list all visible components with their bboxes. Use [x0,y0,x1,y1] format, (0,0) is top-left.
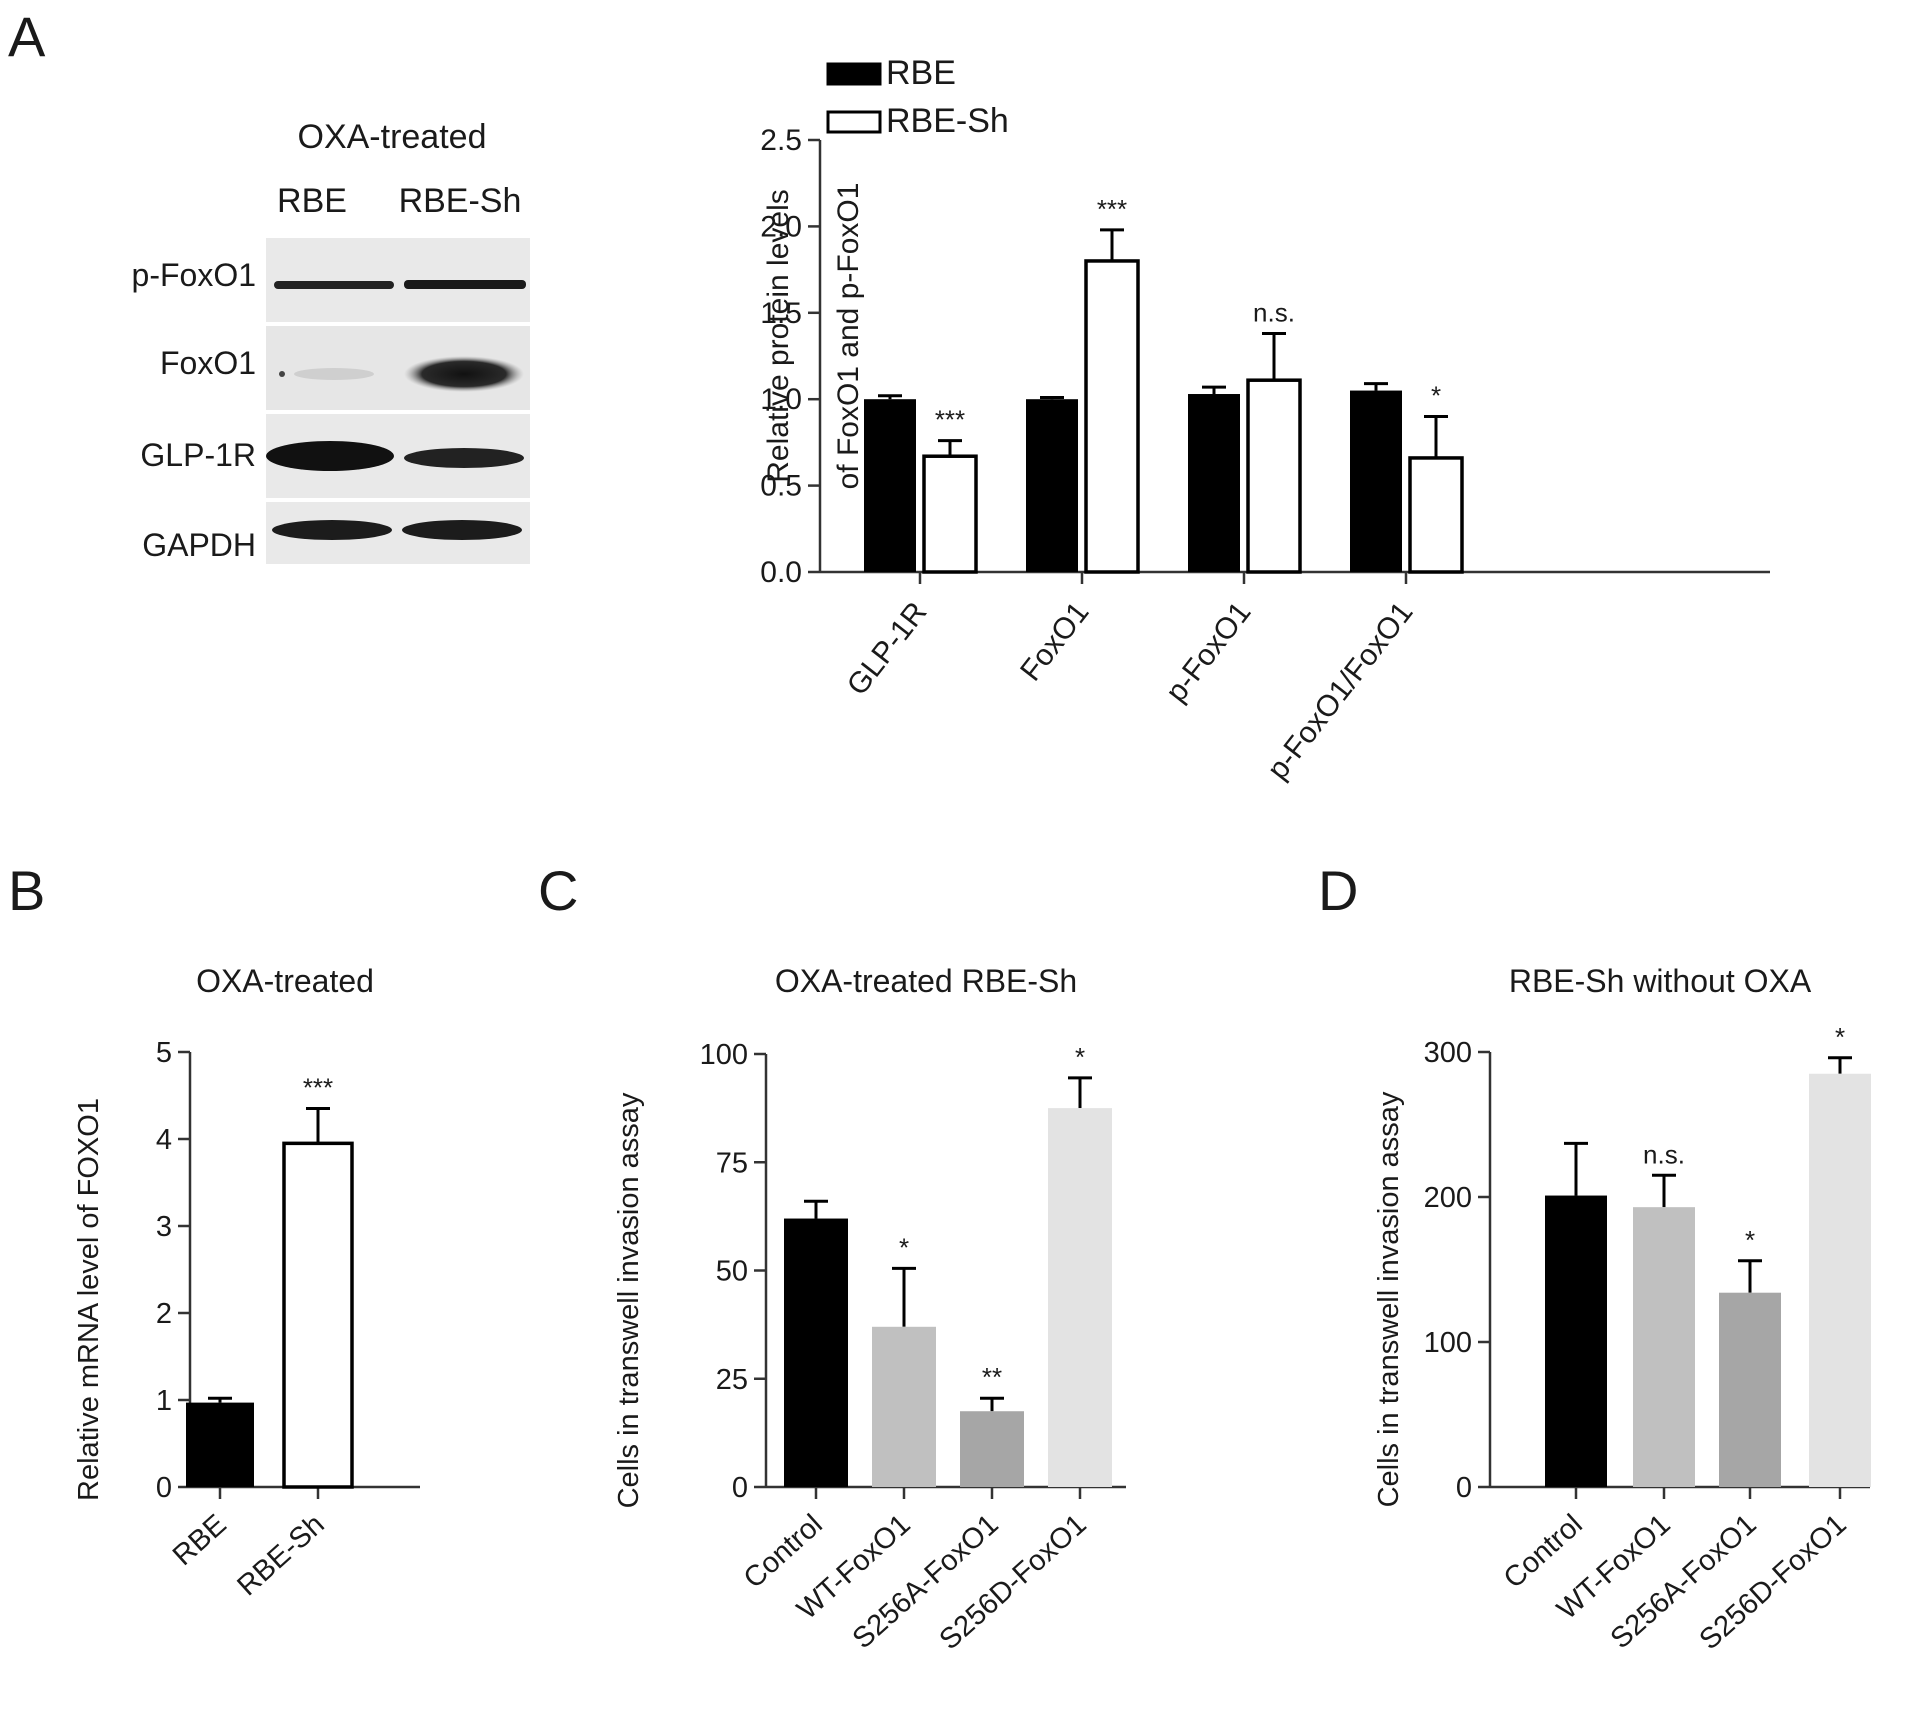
legend-label: RBE [886,54,956,92]
bar [1084,259,1140,574]
y-tick-label: 0 [732,1472,748,1504]
x-tick-label: RBE [167,1508,233,1572]
y-tick-label: 5 [156,1037,172,1069]
significance-marker: * [1431,380,1441,410]
x-tick-label: RBE-Sh [231,1508,330,1602]
y-tick-label: 2.0 [760,210,802,243]
blot-band [402,520,522,540]
bar [282,1141,354,1489]
chart-title: OXA-treated RBE-Sh [775,963,1077,999]
chart-title: RBE-Sh without OXA [1509,963,1812,999]
legend-swatch [826,62,882,86]
panel-label-b: B [8,859,46,922]
y-tick-label: 75 [716,1147,748,1179]
blot-band [404,280,526,289]
x-tick-label: p-FoxO1/FoxO1 [1261,596,1419,786]
y-axis-label: Relative mRNA level of FOXO1 [73,1098,105,1501]
significance-marker: *** [303,1073,333,1103]
y-tick-label: 1.5 [760,297,802,330]
bar [784,1218,848,1487]
significance-marker: n.s. [1253,298,1295,328]
panel-label-c: C [538,859,579,922]
y-tick-label: 2 [156,1298,172,1330]
western-blot: OXA-treated RBE RBE-Sh p-FoxO1 FoxO1 GLP… [132,118,530,564]
y-tick-label: 200 [1424,1182,1472,1214]
y-tick-label: 300 [1424,1037,1472,1069]
blot-band [274,281,394,289]
blot-band [272,520,392,540]
chart-a-protein-levels: 0.0 0.5 1.0 1.5 2.0 2.5 Relative protein level… [760,54,1770,786]
chart-b-mrna-level: OXA-treated 0 1 2 3 4 5 Relative mRNA level of … [73,963,420,1602]
bar [1408,456,1464,574]
bar [1633,1207,1695,1487]
y-tick-label: 0 [1456,1472,1472,1504]
blot-row-label-foxo1: FoxO1 [160,345,256,381]
y-tick-label: 3 [156,1211,172,1243]
y-tick-label: 50 [716,1256,748,1288]
y-axis-label: of FoxO1 and p-FoxO1 [832,183,865,490]
y-tick-label: 1.0 [760,383,802,416]
blot-speck [279,371,285,377]
y-tick-label: 100 [700,1039,748,1071]
y-tick-label: 4 [156,1124,172,1156]
bar [1188,394,1240,572]
bar [922,454,978,574]
y-tick-label: 25 [716,1364,748,1396]
bar [1719,1292,1781,1487]
bar [186,1402,254,1487]
blot-lane-rbe-sh: RBE-Sh [399,182,522,220]
y-axis-label: Cells in transwell invasion assay [613,1092,645,1508]
x-tick-label: GLP-1R [841,596,934,702]
significance-marker: *** [935,405,965,435]
bar [864,399,916,572]
blot-row-label-glp1r: GLP-1R [140,437,256,473]
blot-band [404,356,524,392]
panel-label-d: D [1318,859,1359,922]
y-tick-label: 0.5 [760,470,802,503]
chart-d-invasion-no-oxa: RBE-Sh without OXA 0 100 200 300 Cells in tra… [1373,963,1871,1656]
blot-band [266,441,394,471]
bar [960,1411,1024,1487]
bar [1048,1108,1112,1487]
significance-marker: * [1745,1225,1755,1255]
blot-band [404,448,524,468]
y-tick-label: 100 [1424,1327,1472,1359]
significance-marker: * [1075,1042,1085,1072]
bar [1545,1195,1607,1487]
y-tick-label: 0.0 [760,556,802,589]
significance-marker: ** [982,1362,1002,1392]
significance-marker: * [1835,1022,1845,1052]
y-axis-label: Cells in transwell invasion assay [1373,1091,1405,1507]
bar [1026,399,1078,572]
y-axis-label: Relative protein levels [762,189,795,482]
bar [872,1326,936,1487]
x-tick-label: FoxO1 [1014,596,1095,687]
chart-title: OXA-treated [196,963,374,999]
bar [1809,1073,1871,1487]
blot-band [294,368,374,380]
panel-label-a: A [8,5,46,68]
y-tick-label: 0 [156,1472,172,1504]
bar [1350,390,1402,572]
y-tick-label: 2.5 [760,124,802,157]
blot-row-label-gapdh: GAPDH [142,527,256,563]
blot-title: OXA-treated [298,118,487,156]
blot-row-label-p-foxo1: p-FoxO1 [132,257,256,293]
bar [1246,378,1302,574]
chart-c-invasion-oxa: OXA-treated RBE-Sh 0 25 50 75 100 Cells in tra… [613,963,1126,1656]
legend-swatch [826,110,882,134]
significance-marker: * [899,1232,909,1262]
legend-label: RBE-Sh [886,102,1009,140]
x-tick-label: p-FoxO1 [1160,596,1258,708]
blot-lane-rbe: RBE [277,182,347,220]
significance-marker: n.s. [1643,1139,1685,1169]
y-tick-label: 1 [156,1385,172,1417]
significance-marker: *** [1097,194,1127,224]
